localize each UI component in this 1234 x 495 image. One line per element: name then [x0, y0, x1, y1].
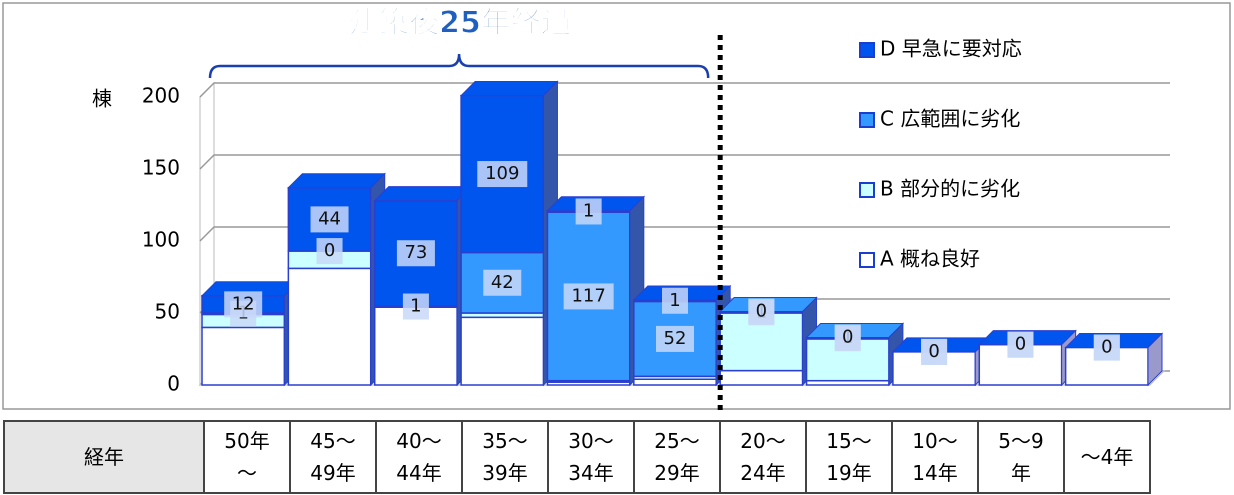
category-cell: 45～ 49年 [289, 420, 377, 494]
bar-top [287, 173, 386, 189]
data-label: 44 [318, 208, 341, 229]
category-cell: 25～ 29年 [633, 420, 721, 494]
table-header: 経年 [3, 420, 205, 494]
bar-segment [201, 326, 286, 386]
data-label-bg [483, 269, 522, 296]
y-axis-label: 棟 [92, 87, 112, 111]
category-cell: 5～9 年 [977, 420, 1065, 494]
data-label-bg [224, 291, 263, 318]
data-label-bg [402, 293, 429, 320]
bar-segment [373, 306, 458, 386]
data-label: 0 [1101, 337, 1112, 358]
data-label-bg [396, 240, 435, 267]
data-label: 1 [583, 200, 594, 221]
grid-line [199, 226, 1170, 242]
data-label-bg [1007, 331, 1034, 358]
legend-label: D 早急に要対応 [880, 37, 1022, 61]
annotation: 建築後25年経過 [349, 6, 572, 41]
data-label: 73 [404, 242, 427, 263]
legend-label: C 広範囲に劣化 [880, 107, 1020, 131]
legend-swatch [859, 252, 875, 268]
category-cell: 30～ 34年 [547, 420, 635, 494]
data-label: 52 [664, 328, 687, 349]
category-cell: 15～ 19年 [805, 420, 893, 494]
bar-side [1147, 332, 1163, 387]
data-label-bg [310, 206, 349, 233]
data-label: 0 [1015, 334, 1026, 355]
data-label-bg [921, 338, 948, 365]
legend-label: A 概ね良好 [880, 247, 980, 271]
data-label-bg [316, 238, 343, 265]
data-label: 109 [485, 163, 519, 184]
category-cell: 40～ 44年 [375, 420, 463, 494]
legend-swatch [859, 112, 875, 128]
data-label: 1 [410, 296, 421, 317]
data-label-bg [834, 324, 861, 351]
data-label-bg [575, 198, 602, 225]
bar-top [373, 186, 473, 202]
y-tick-label: 200 [142, 84, 180, 108]
data-label: 0 [842, 326, 853, 347]
chart: 建築後25年経過 棟 05010015020011204417342109117… [2, 2, 1231, 414]
legend-label: B 部分的に劣化 [880, 177, 1020, 201]
data-label: 0 [324, 240, 335, 261]
data-label-bg [477, 161, 528, 188]
table-row: 経年 50年 ～ 45～ 49年 40～ 44年 35～ 39年 30～ 34年 25～ … [3, 420, 1151, 494]
y-tick-label: 50 [155, 300, 180, 324]
category-cell: 50年 ～ [203, 420, 291, 494]
bar-segment [633, 378, 717, 386]
data-label-bg [563, 283, 614, 310]
bar-top [459, 81, 559, 97]
bar-segment [460, 316, 545, 386]
bar-segment [287, 267, 372, 386]
data-label: 0 [928, 341, 939, 362]
age-table: 経年 50年 ～ 45～ 49年 40～ 44年 35～ 39年 30～ 34年 25～ … [3, 420, 1151, 494]
grid-line [199, 154, 1170, 170]
bar-segment [719, 369, 804, 386]
bracket [208, 53, 710, 79]
data-label: 42 [491, 272, 514, 293]
data-label: 1 [669, 290, 680, 311]
data-label-bg [748, 298, 775, 325]
category-cell: ～4年 [1063, 420, 1151, 494]
data-label: 0 [756, 301, 767, 322]
category-cell: 10～ 14年 [891, 420, 979, 494]
category-cell: 35～ 39年 [461, 420, 549, 494]
legend-swatch [859, 182, 875, 198]
data-label-bg [656, 325, 694, 352]
category-cell: 20～ 24年 [719, 420, 807, 494]
y-tick-label: 100 [142, 228, 180, 252]
legend-swatch [859, 42, 875, 58]
y-tick-label: 150 [142, 156, 180, 180]
data-label: 12 [232, 293, 255, 314]
y-tick-label: 0 [167, 372, 180, 396]
data-label-bg [1093, 334, 1120, 361]
data-label-bg [662, 287, 688, 314]
grid-line [199, 82, 1170, 98]
data-label: 117 [571, 285, 605, 306]
